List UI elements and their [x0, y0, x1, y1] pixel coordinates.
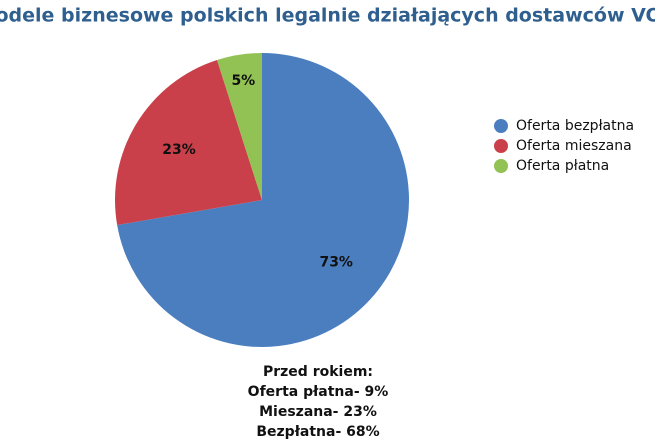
legend-marker — [494, 139, 508, 153]
legend-label: Oferta bezpłatna — [516, 118, 634, 134]
chart-title: Modele biznesowe polskich legalnie dział… — [0, 5, 655, 27]
legend-label: Oferta mieszana — [516, 138, 632, 154]
annotation: Oferta płatna- 9% — [248, 384, 389, 400]
legend-label: Oferta płatna — [516, 158, 609, 174]
data-label: 73% — [319, 254, 353, 270]
annotation: Mieszana- 23% — [259, 404, 377, 420]
pie-slice — [217, 53, 262, 200]
legend-marker — [494, 119, 508, 133]
annotation: Bezpłatna- 68% — [256, 424, 379, 440]
legend-marker — [494, 159, 508, 173]
annotation: Przed rokiem: — [263, 364, 373, 380]
pie-slice — [117, 53, 409, 347]
pie-slice — [115, 60, 262, 226]
data-label: 23% — [162, 142, 196, 158]
data-label: 5% — [231, 73, 255, 89]
